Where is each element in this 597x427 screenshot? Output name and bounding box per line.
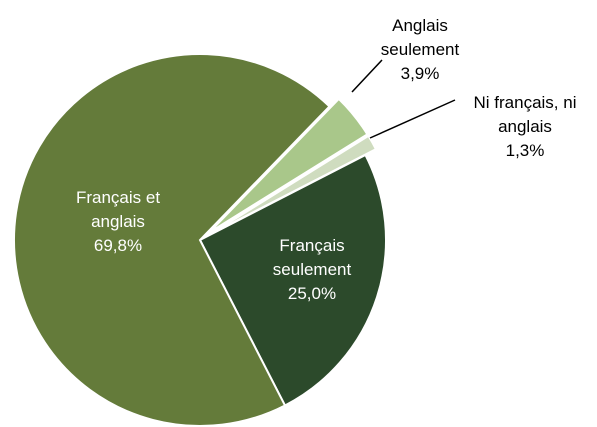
slice-value: 1,3% (505, 141, 545, 160)
leader-line (351, 59, 383, 93)
slice-label: Français et anglais 69,8% (58, 186, 178, 258)
pie-slice (198, 153, 387, 407)
pie-slice (13, 53, 331, 427)
slice-label: Ni français, ni anglais 1,3% (450, 91, 597, 163)
slice-label: Français seulement 25,0% (257, 234, 367, 306)
slice-category: Français seulement (272, 236, 352, 279)
slice-category: Anglais seulement (380, 16, 460, 59)
slice-label: Anglais seulement 3,9% (365, 14, 475, 86)
slice-category: Français et anglais (75, 188, 161, 231)
slice-category: Ni français, ni anglais (473, 93, 577, 136)
pie-slice (209, 134, 378, 235)
slice-value: 3,9% (400, 64, 440, 83)
leader-line (369, 99, 456, 139)
pie-slice (208, 97, 369, 234)
slice-value: 69,8% (93, 236, 143, 255)
slice-value: 25,0% (287, 284, 337, 303)
